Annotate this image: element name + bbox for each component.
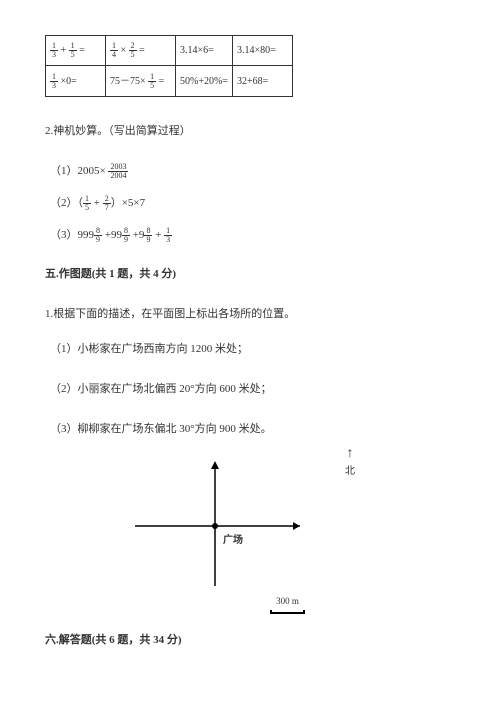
coordinate-diagram: 广场 北 300 m: [125, 451, 325, 601]
north-indicator: 北: [345, 446, 355, 477]
north-label: 北: [345, 466, 355, 477]
q2-item2-prefix: （2）（: [50, 197, 83, 209]
q2-item1: （1）2005× 20032004: [45, 162, 455, 182]
cell-r2c4: 32+68=: [232, 66, 292, 97]
q2-title: 2.神机妙算。（写出简算过程）: [45, 122, 455, 142]
section5-sub2: （2）小丽家在广场北偏西 20°方向 600 米处；: [45, 380, 455, 400]
scale-bar: 300 m: [270, 596, 305, 616]
cell-r1c2: 14 × 25 =: [106, 36, 176, 66]
frac-den: 2004: [108, 172, 128, 180]
scale-label: 300 m: [276, 596, 299, 606]
q2-item3: （3）99989 +9989 +989 + 13: [45, 226, 455, 246]
section5-sub1: （1）小彬家在广场西南方向 1200 米处；: [45, 340, 455, 360]
section5-header: 五.作图题(共 1 题，共 4 分): [45, 265, 455, 285]
center-label: 广场: [223, 531, 243, 546]
section5-sub3: （3）柳柳家在广场东偏北 30°方向 900 米处。: [45, 420, 455, 440]
q2-item3-p1: +99: [102, 229, 122, 241]
cell-r1c1: 13 + 15 =: [46, 36, 106, 66]
q2-item3-p2: +9: [130, 229, 144, 241]
cell-r2c3: 50%+20%=: [176, 66, 233, 97]
axes-svg: [125, 451, 325, 601]
cell-r2c1: 13 ×0=: [46, 66, 106, 97]
q2-item1-prefix: （1）2005×: [50, 165, 106, 177]
q2-item2: （2）（15 + 27）×5×7: [45, 194, 455, 214]
question-2: 2.神机妙算。（写出简算过程）: [45, 122, 455, 142]
q2-item2-suffix: ）×5×7: [111, 197, 145, 209]
cell-r1c3: 3.14×6=: [176, 36, 233, 66]
cell-r1c4: 3.14×80=: [232, 36, 292, 66]
q2-item3-prefix: （3）999: [50, 229, 94, 241]
cell-r2c2: 75－75× 15 =: [106, 66, 176, 97]
q2-item2-mid: +: [91, 197, 103, 209]
calculation-table: 13 + 15 = 14 × 25 = 3.14×6= 3.14×80= 13 …: [45, 35, 293, 97]
q2-item3-p3: +: [152, 229, 164, 241]
section5-q1: 1.根据下面的描述，在平面图上标出各场所的位置。: [45, 305, 455, 325]
section6-header: 六.解答题(共 6 题，共 34 分): [45, 631, 455, 651]
